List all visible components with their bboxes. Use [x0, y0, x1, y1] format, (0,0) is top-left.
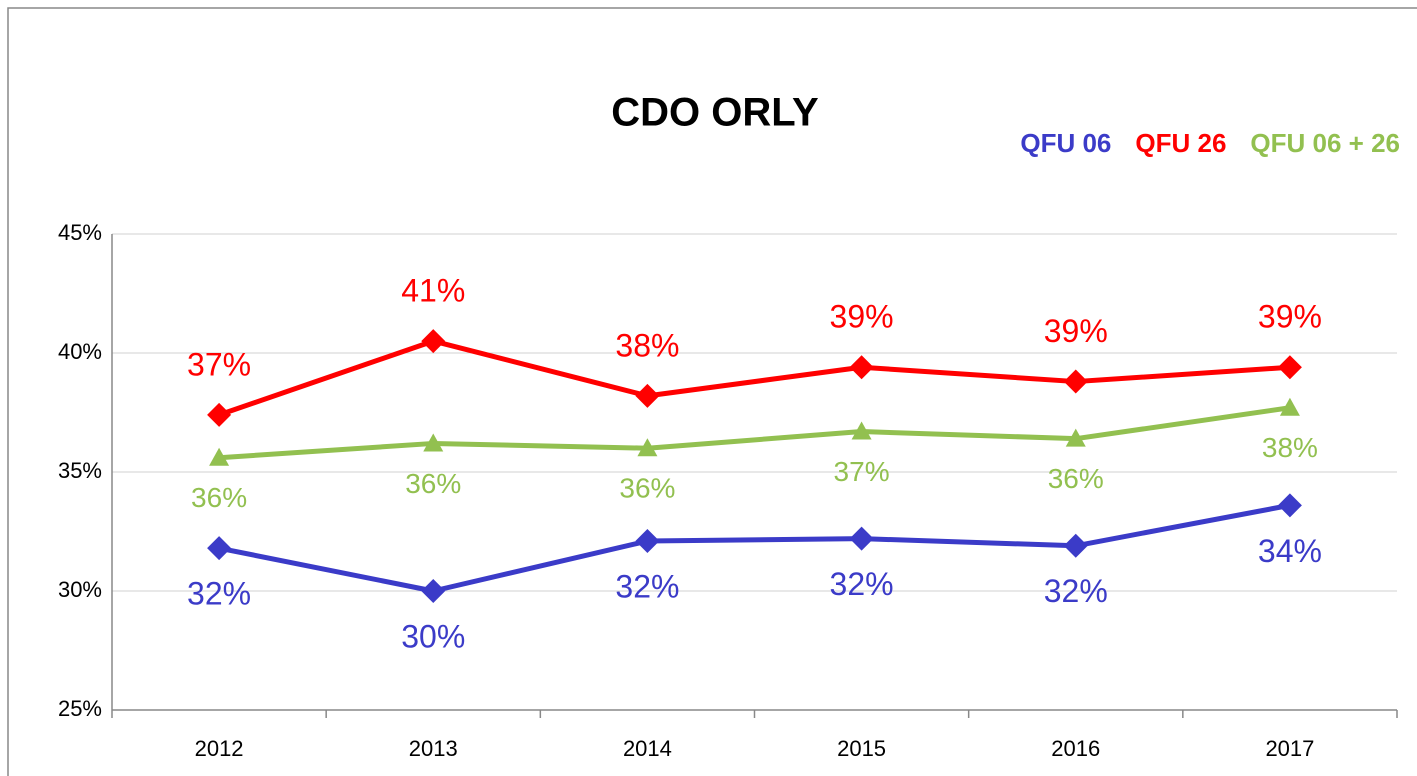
data-label: 38% — [615, 327, 679, 363]
data-label: 36% — [191, 482, 247, 513]
marker — [851, 421, 872, 440]
x-tick-label: 2016 — [1051, 736, 1100, 761]
chart-frame — [7, 7, 1417, 776]
marker — [849, 526, 874, 551]
x-tick-label: 2014 — [623, 736, 672, 761]
marker — [423, 433, 444, 452]
data-label: 30% — [401, 618, 465, 654]
y-tick-label: 40% — [58, 339, 102, 364]
chart-title: CDO ORLY — [611, 91, 819, 135]
marker — [207, 402, 232, 427]
x-tick-label: 2017 — [1265, 736, 1314, 761]
data-label: 34% — [1258, 533, 1322, 569]
marker — [1063, 533, 1088, 558]
data-label: 38% — [1262, 432, 1318, 463]
legend-entry: QFU 06 — [1020, 128, 1111, 158]
y-tick-label: 30% — [58, 577, 102, 602]
y-tick-label: 45% — [58, 220, 102, 245]
data-label: 37% — [187, 346, 251, 382]
x-tick-label: 2013 — [409, 736, 458, 761]
marker — [637, 438, 658, 457]
marker — [849, 355, 874, 380]
series-line — [218, 405, 1291, 461]
marker — [209, 447, 230, 466]
data-label: 37% — [834, 456, 890, 487]
series-line — [218, 338, 1291, 418]
legend-entry: QFU 06 + 26 — [1250, 128, 1400, 158]
marker — [1277, 355, 1302, 380]
marker — [1063, 369, 1088, 394]
data-label: 32% — [187, 576, 251, 612]
data-label: 36% — [619, 473, 675, 504]
data-label: 32% — [1044, 573, 1108, 609]
data-label: 32% — [615, 568, 679, 604]
data-label: 36% — [1048, 463, 1104, 494]
marker — [207, 536, 232, 561]
y-tick-label: 25% — [58, 696, 102, 721]
marker — [421, 579, 446, 603]
x-tick-label: 2012 — [195, 736, 244, 761]
marker — [635, 383, 660, 408]
marker — [421, 329, 446, 354]
data-label: 32% — [830, 566, 894, 602]
marker — [1277, 493, 1302, 518]
data-label: 39% — [1258, 299, 1322, 335]
data-label: 39% — [830, 299, 894, 335]
data-label: 41% — [401, 273, 465, 309]
marker — [1065, 428, 1086, 447]
marker — [635, 529, 660, 554]
legend-entry: QFU 26 — [1135, 128, 1226, 158]
x-tick-label: 2015 — [837, 736, 886, 761]
y-tick-label: 35% — [58, 458, 102, 483]
data-label: 36% — [405, 468, 461, 499]
series-line — [218, 502, 1291, 594]
marker — [1279, 397, 1300, 416]
data-label: 39% — [1044, 313, 1108, 349]
